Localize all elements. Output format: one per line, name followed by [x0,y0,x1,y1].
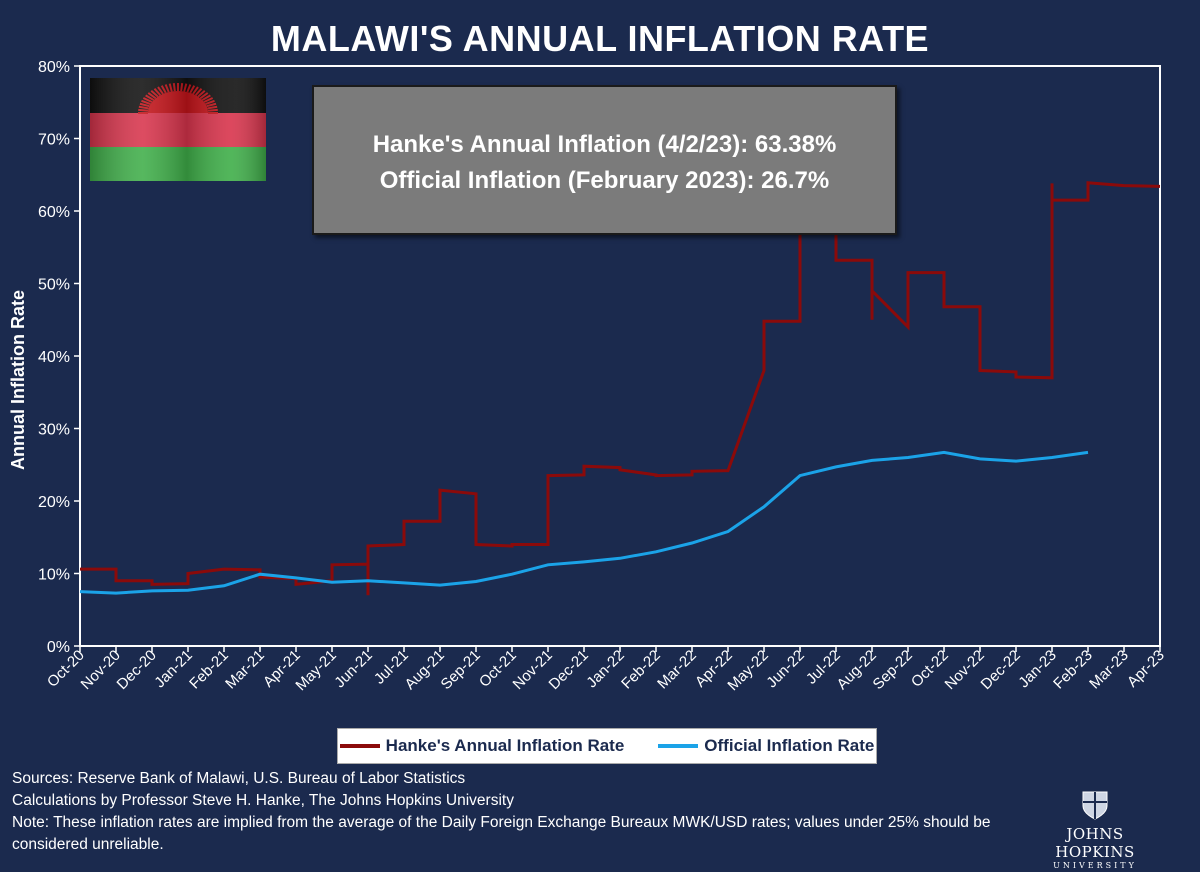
x-tick-label: Aug-21 [402,647,448,693]
axes [74,65,1161,652]
legend-swatch-official [658,744,699,748]
legend-label-hanke: Hanke's Annual Inflation Rate [385,736,625,755]
y-tick-label: 10% [38,567,70,584]
inflation-callout-box: Hanke's Annual Inflation (4/2/23): 63.38… [312,85,897,235]
logo-name: JOHNS HOPKINS [1055,825,1135,861]
y-tick-label: 40% [38,349,70,366]
x-tick-label: Feb-22 [618,647,664,693]
x-tick-label: Dec-20 [114,647,160,693]
x-tick-label: Dec-21 [546,647,592,693]
legend-item-hanke: Hanke's Annual Inflation Rate [339,736,625,756]
callout-hanke-value: Hanke's Annual Inflation (4/2/23): 63.38… [372,131,837,158]
x-tick-label: Aug-22 [834,647,880,693]
calculations-note: Calculations by Professor Steve H. Hanke… [12,792,514,809]
x-tick-label: May-21 [292,647,339,694]
legend-item-official: Official Inflation Rate [658,736,874,756]
shield-icon [1082,791,1108,820]
legend: Hanke's Annual Inflation Rate Official I… [337,728,877,764]
official-inflation-line [79,450,1089,595]
footnotes: Sources: Reserve Bank of Malawi, U.S. Bu… [12,768,1042,856]
y-tick-label: 20% [38,494,70,511]
y-tick-label: 50% [38,277,70,294]
hanke-inflation-line [80,181,1161,596]
x-tick-label: Feb-21 [186,647,232,693]
series-layer [79,181,1161,596]
x-tick-label: Sep-22 [870,647,916,693]
x-tick-label: Nov-21 [510,647,556,693]
y-tick-label: 0% [47,639,70,656]
x-tick-label: Jun-21 [331,647,375,691]
x-tick-label: Sep-21 [438,647,484,693]
y-tick-label: 80% [38,59,70,76]
x-tick-label: Mar-21 [222,647,268,693]
x-tick-label: Jun-22 [763,647,807,691]
johns-hopkins-logo: JOHNS HOPKINS UNIVERSITY [1035,790,1155,870]
x-tick-label: Mar-22 [654,647,700,693]
x-tick-label: Mar-23 [1086,647,1132,693]
x-tick-label: May-22 [724,647,771,694]
methodology-note: Note: These inflation rates are implied … [12,814,991,853]
y-tick-label: 70% [38,132,70,149]
x-tick-label: Dec-22 [978,647,1024,693]
chart-title: MALAWI'S ANNUAL INFLATION RATE [270,18,930,59]
y-tick-labels: 0% 10% 20% 30% 40% 50% 60% 70% 80% [38,59,70,656]
y-axis-label: Annual Inflation Rate [8,290,28,470]
sources-note: Sources: Reserve Bank of Malawi, U.S. Bu… [12,770,466,787]
y-tick-label: 30% [38,422,70,439]
legend-swatch-hanke [339,744,380,748]
x-tick-label: Feb-23 [1050,647,1096,693]
malawi-flag-icon [90,78,266,181]
logo-subtitle: UNIVERSITY [1053,861,1137,870]
x-tick-label: Nov-20 [78,647,124,693]
x-tick-labels: Oct-20Nov-20Dec-20Jan-21Feb-21Mar-21Apr-… [44,647,1168,694]
x-tick-label: Nov-22 [942,647,988,693]
callout-official-value: Official Inflation (February 2023): 26.7… [379,167,830,194]
x-tick-label: Apr-23 [1124,647,1168,691]
y-tick-label: 60% [38,204,70,221]
legend-label-official: Official Inflation Rate [704,736,875,755]
